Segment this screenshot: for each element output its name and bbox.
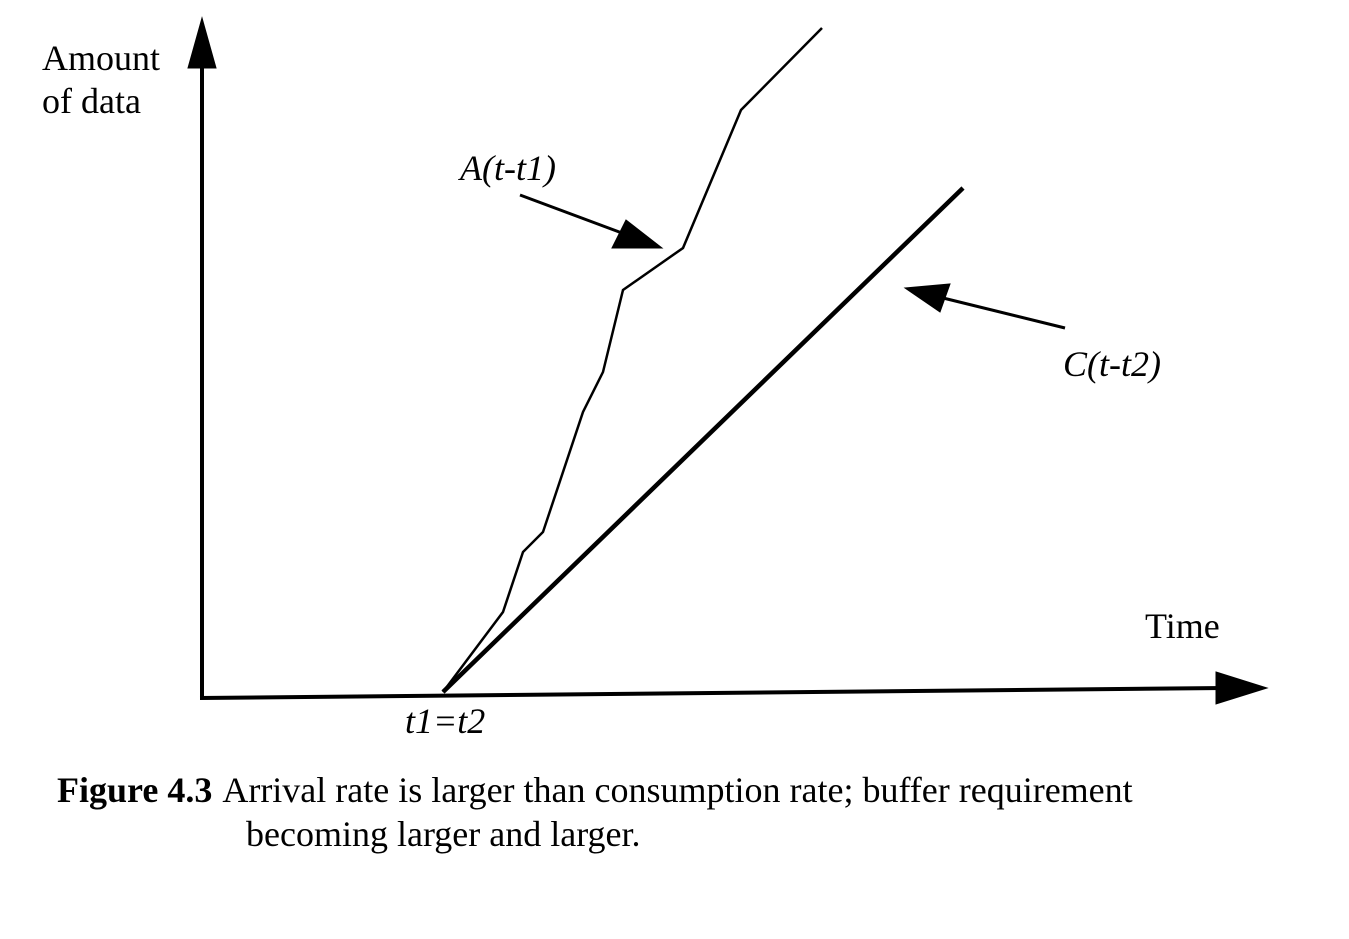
arrival-pointer-head [611,219,664,249]
consumption-pointer [934,294,1066,330]
x-axis-arrowhead [1215,671,1269,705]
caption-text: Arrival rate is larger than consumption … [222,770,1132,810]
x-axis [199,686,1226,700]
pointer-arrows [519,193,1066,330]
y-axis-arrowhead [187,16,217,69]
arrival-pointer [519,193,631,238]
caption-number: Figure 4.3 [57,770,212,810]
consumption-line [441,186,965,694]
y-axis-label: of data [42,81,141,121]
curve-label: C(t-t2) [1063,344,1161,384]
y-axis-label: Amount [42,38,160,78]
arrival-curve [442,27,823,693]
curve-label: A(t-t1) [458,148,556,188]
caption-line: Figure 4.3 Arrival rate is larger than co… [57,770,1133,810]
x-axis-label: Time [1145,606,1220,646]
caption-text: becoming larger and larger. [246,814,641,854]
origin-label: t1=t2 [405,701,485,741]
consumption-pointer-head [903,283,951,313]
axes [187,16,1269,705]
